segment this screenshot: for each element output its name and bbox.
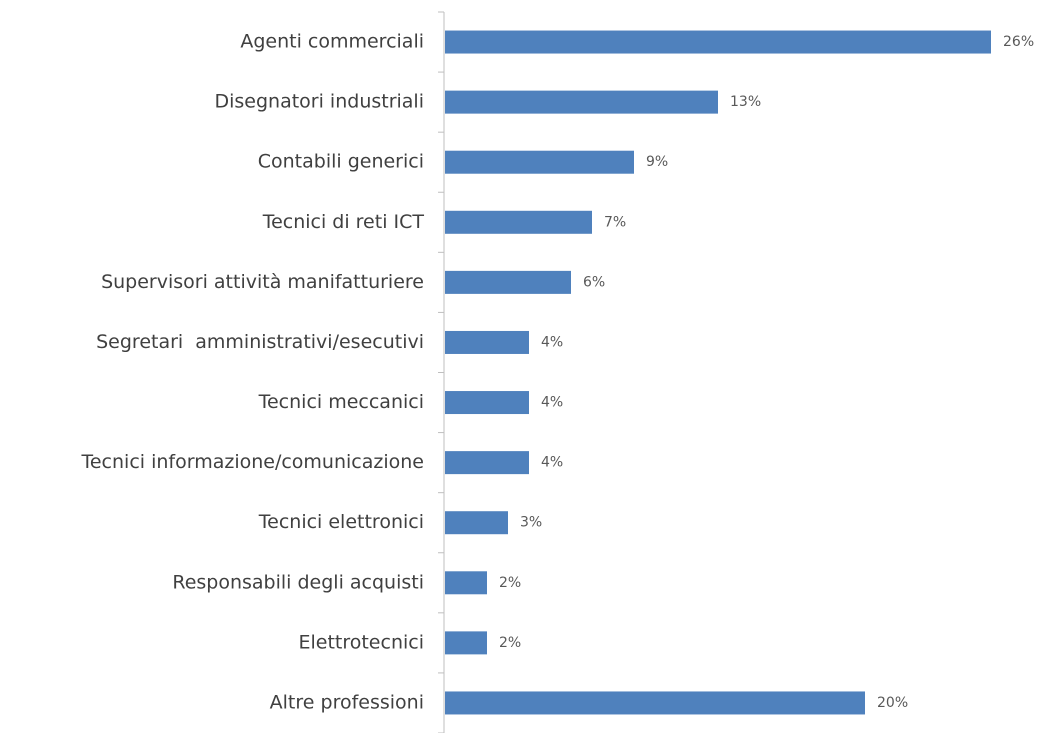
category-axis-ticks — [438, 11, 444, 733]
value-label: 4% — [541, 334, 563, 350]
category-label: Agenti commerciali — [240, 31, 424, 53]
value-labels-group: 26% 13% 9% 7% 6% 4% 4% 4% 3% 2% 2% 20% — [499, 34, 1034, 711]
value-label: 9% — [646, 154, 668, 170]
category-label: Altre professioni — [270, 691, 424, 713]
category-label: Tecnici di reti ICT — [262, 211, 425, 233]
category-label: Supervisori attività manifatturiere — [101, 271, 424, 293]
value-label: 6% — [583, 274, 605, 290]
category-label: Disegnatori industriali — [214, 91, 424, 113]
category-labels-group: Agenti commerciali Disegnatori industrial… — [80, 31, 424, 714]
bar — [445, 451, 529, 475]
value-label: 3% — [520, 515, 542, 531]
bar — [445, 391, 529, 415]
category-label: Tecnici meccanici — [258, 391, 424, 413]
value-label: 13% — [730, 94, 761, 110]
value-label: 20% — [877, 695, 908, 711]
bar — [445, 571, 487, 595]
category-label: Responsabili degli acquisti — [172, 571, 424, 593]
bar — [445, 511, 508, 535]
value-label: 7% — [604, 214, 626, 230]
category-label: Tecnici elettronici — [258, 511, 424, 533]
bars-group — [445, 30, 991, 715]
value-label: 4% — [541, 455, 563, 471]
bar — [445, 30, 991, 54]
value-label: 2% — [499, 635, 521, 651]
bar — [445, 270, 571, 294]
bar — [445, 330, 529, 354]
category-label: Tecnici informazione/comunicazione — [80, 451, 424, 473]
bar — [445, 90, 718, 114]
category-label: Elettrotecnici — [298, 631, 424, 653]
value-label: 4% — [541, 395, 563, 411]
value-label: 2% — [499, 575, 521, 591]
bar — [445, 150, 634, 174]
category-label: Contabili generici — [258, 151, 424, 173]
bar — [445, 691, 865, 715]
category-label: Segretari amministrativi/esecutivi — [96, 331, 424, 353]
bar — [445, 210, 592, 234]
bar — [445, 631, 487, 655]
value-label: 26% — [1003, 34, 1034, 50]
